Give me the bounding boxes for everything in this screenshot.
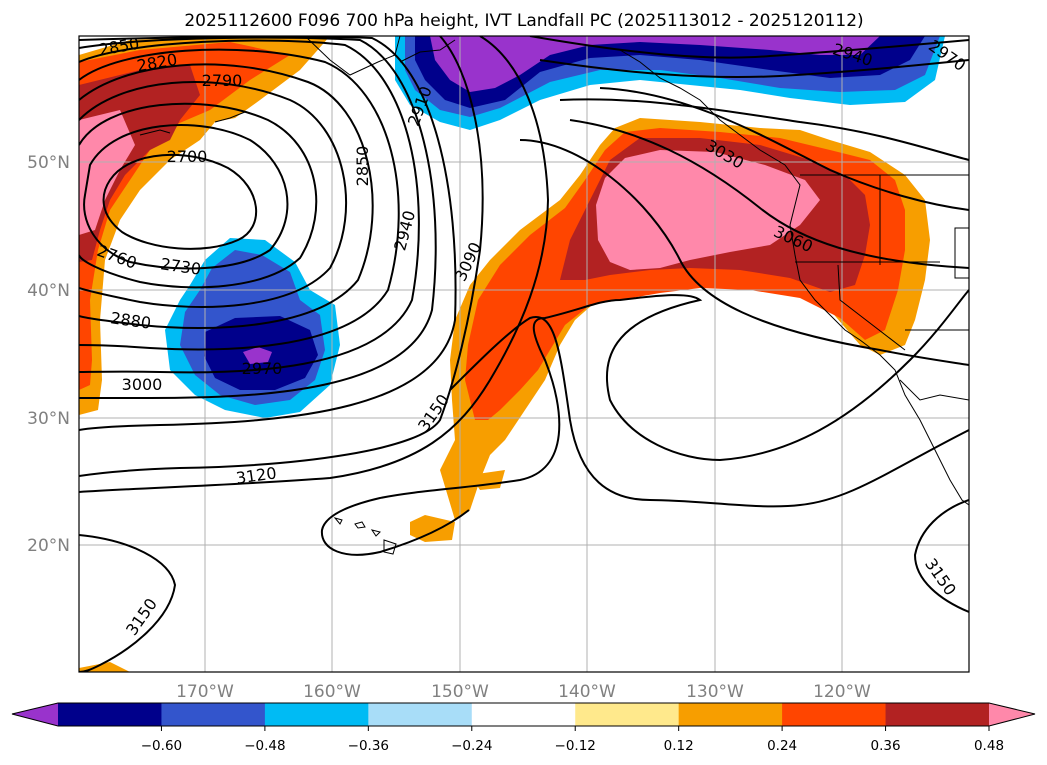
lon-label-170w: 170°W	[176, 682, 234, 702]
lat-label-50: 50°N	[27, 153, 70, 173]
lon-label-120w: 120°W	[813, 682, 871, 702]
colorbar-outline	[11, 702, 1036, 727]
contour-label: 2850	[97, 34, 140, 60]
map-title: 2025112600 F096 700 hPa height, IVT Land…	[184, 11, 863, 31]
colorbar-tick-label: −0.48	[244, 738, 285, 754]
contour-label: 2970	[242, 359, 283, 378]
colorbar-block	[678, 703, 783, 726]
colorbar-extend-left	[12, 703, 58, 726]
colorbar-tick-label: −0.60	[141, 738, 182, 754]
colorbar-block	[58, 703, 162, 726]
colorbar-tick-label: −0.12	[555, 738, 596, 754]
lat-label-40: 40°N	[27, 281, 70, 301]
colorbar-tick-label: 0.24	[767, 738, 797, 754]
latitude-labels: 50°N 40°N 30°N 20°N	[27, 153, 70, 556]
colorbar-tick-label: −0.24	[451, 738, 492, 754]
colorbar-block	[782, 703, 887, 726]
colorbar: −0.60 −0.48 −0.36 −0.24 −0.12 0.12 0.24 0.36 0.4…	[11, 702, 1036, 754]
colorbar-tick-labels: −0.60 −0.48 −0.36 −0.24 −0.12 0.12 0.24 0.36 0.4…	[141, 726, 1004, 754]
contour-label: 2700	[167, 147, 208, 166]
height-contours	[79, 36, 969, 672]
longitude-labels: 170°W 160°W 150°W 140°W 130°W 120°W	[176, 682, 871, 702]
lat-label-20: 20°N	[27, 536, 70, 556]
map-panel: 2850 2820 2790 2700 2760 2730 2880 3000 …	[79, 34, 969, 672]
colorbar-block	[368, 703, 473, 726]
colorbar-block	[575, 703, 680, 726]
colorbar-block	[885, 703, 990, 726]
contour-label: 3000	[122, 375, 163, 394]
lon-label-130w: 130°W	[686, 682, 744, 702]
map-frame	[78, 35, 970, 673]
colorbar-block	[161, 703, 266, 726]
lon-label-140w: 140°W	[558, 682, 616, 702]
colorbar-tick-label: 0.48	[974, 738, 1004, 754]
lat-label-30: 30°N	[27, 409, 70, 429]
colorbar-tick-label: 0.12	[664, 738, 694, 754]
contour-label: 2850	[353, 146, 372, 187]
lon-label-150w: 150°W	[431, 682, 489, 702]
colorbar-tick-label: 0.36	[871, 738, 901, 754]
coastlines	[139, 36, 969, 555]
contour-label: 2790	[202, 71, 243, 90]
lon-label-160w: 160°W	[303, 682, 361, 702]
colorbar-tick-label: −0.36	[348, 738, 389, 754]
colorbar-block	[471, 703, 576, 726]
colorbar-blocks	[58, 703, 990, 726]
colorbar-extend-right	[989, 703, 1035, 726]
colorbar-block	[264, 703, 369, 726]
